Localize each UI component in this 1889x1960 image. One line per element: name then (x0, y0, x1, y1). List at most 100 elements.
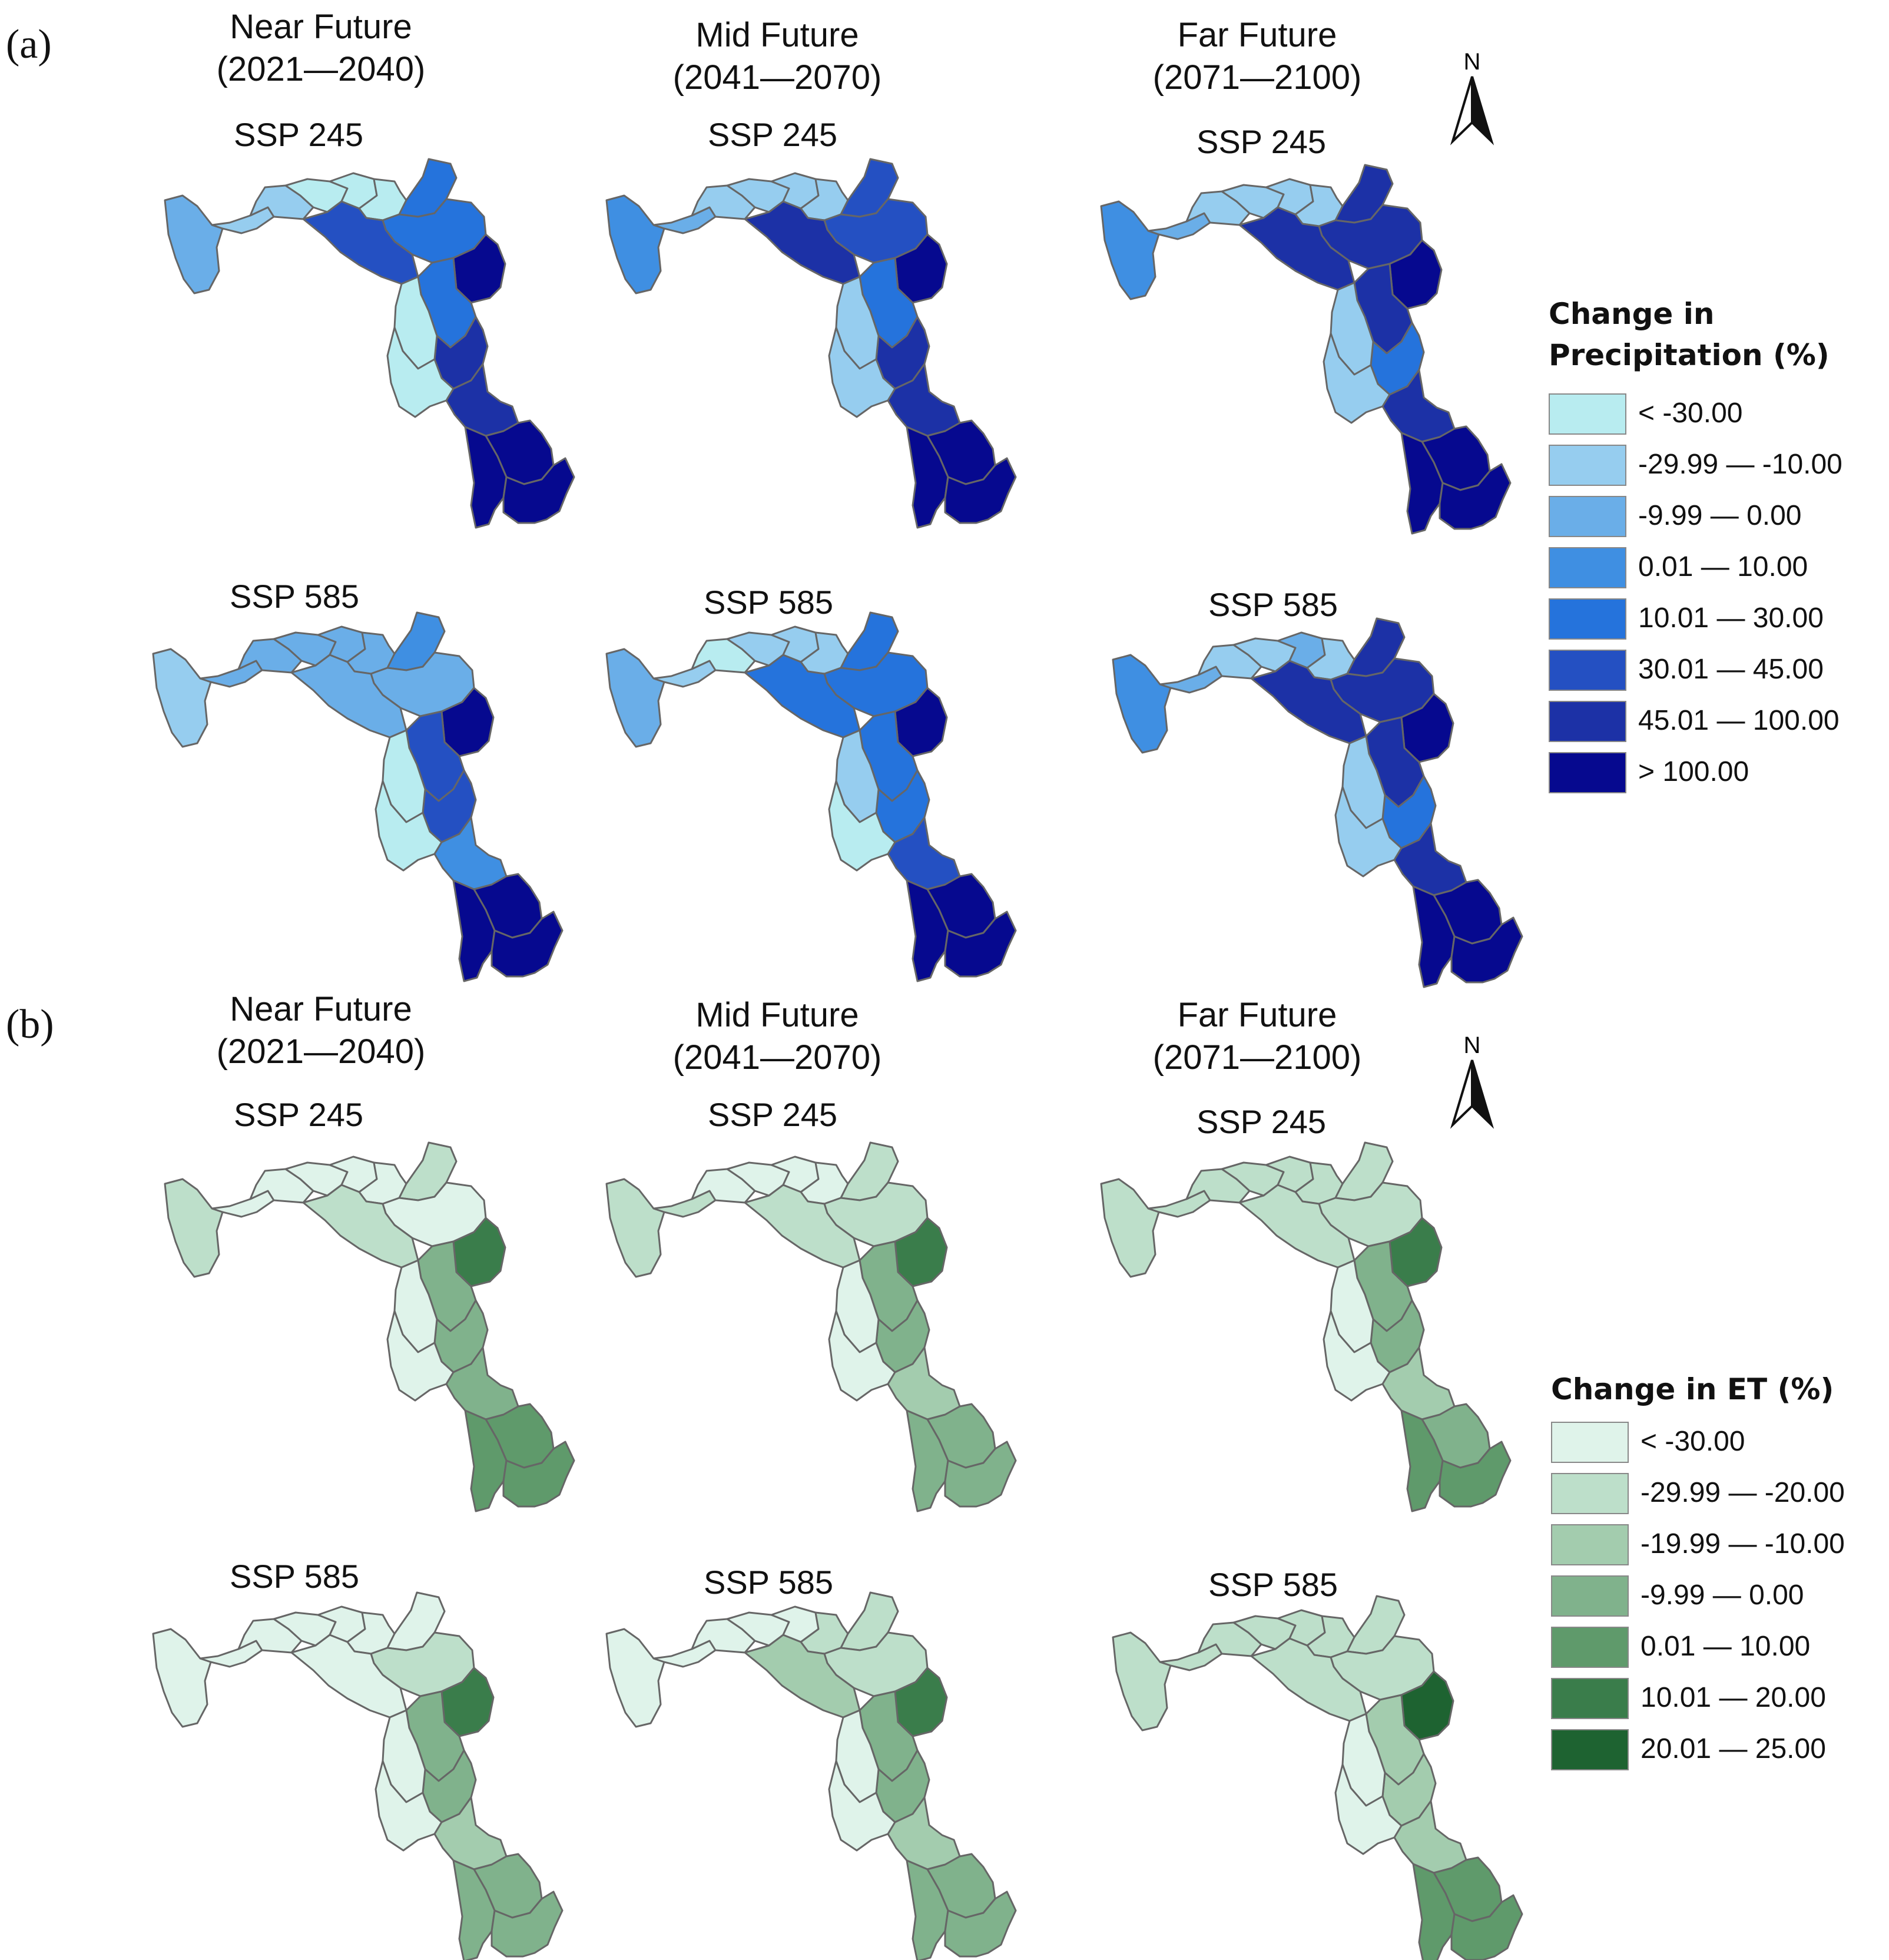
subbasin-region (1439, 463, 1512, 530)
period-heading-mid: Mid Future (2041—2070) (672, 996, 882, 1077)
precip-map-far-ssp585 (1089, 612, 1537, 988)
scenario-label: SSP 245 (1196, 1103, 1327, 1140)
legend-label: 0.01 — 10.00 (1638, 551, 1808, 582)
scenario-label: SSP 245 (233, 1096, 364, 1133)
legend-item: -29.99 — -10.00 (1549, 440, 1842, 491)
et-map-near-ssp585 (130, 1587, 577, 1960)
precip-map-mid-ssp245 (583, 153, 1030, 529)
legend-swatch (1551, 1524, 1629, 1565)
legend-item: 0.01 — 10.00 (1551, 1622, 1834, 1673)
legend-swatch (1549, 547, 1626, 588)
subbasin-region (1100, 1178, 1160, 1278)
subbasin-region (491, 911, 564, 978)
subbasin-region (944, 1441, 1017, 1508)
subbasin-region (744, 1634, 861, 1719)
legend-label: -29.99 — -20.00 (1641, 1477, 1845, 1508)
subbasin-region (944, 457, 1017, 524)
scenario-label: SSP 585 (229, 578, 360, 615)
legend-label: -29.99 — -10.00 (1638, 449, 1842, 480)
legend-swatch (1549, 701, 1626, 742)
scenario-label: SSP 245 (233, 116, 364, 153)
subbasin-region (164, 1178, 224, 1278)
subbasin-region (452, 1859, 496, 1960)
subbasin-region (944, 1891, 1017, 1958)
precip-map-mid-ssp585 (583, 607, 1030, 982)
legend-item: 10.01 — 20.00 (1551, 1673, 1834, 1724)
north-arrow-icon: N (1446, 1031, 1499, 1131)
legend-item: -9.99 — 0.00 (1549, 491, 1830, 542)
subbasin-region (1250, 1637, 1367, 1722)
legend-item: < -30.00 (1551, 1417, 1834, 1468)
et-legend: Change in ET (%) < -30.00 -29.99 — -20.00… (1551, 1369, 1845, 1776)
legend-label: 30.01 — 45.00 (1638, 654, 1824, 685)
legend-item: 45.01 — 100.00 (1549, 696, 1840, 747)
subbasin-region (491, 1891, 564, 1958)
subbasin-region (452, 879, 496, 982)
legend-items: < -30.00 -29.99 — -10.00 -9.99 — 0.00 0.01 … (1549, 389, 1842, 799)
legend-swatch (1549, 496, 1626, 537)
north-label: N (1464, 1032, 1481, 1058)
subbasin-region (1100, 200, 1160, 300)
subbasin-region (302, 1184, 419, 1269)
panel-label: (b) (6, 1002, 54, 1047)
subbasin-region (1400, 432, 1444, 535)
scenario-label: SSP 585 (703, 584, 834, 621)
subbasin-region (605, 194, 665, 294)
subbasin-region (464, 426, 508, 529)
period-heading-far: Far Future (2071—2100) (1152, 996, 1362, 1077)
subbasin-region (502, 457, 575, 524)
legend-swatch (1551, 1678, 1629, 1719)
north-arrow-icon: N (1446, 47, 1499, 147)
legend-swatch (1549, 598, 1626, 640)
legend-item: < -30.00 (1549, 389, 1830, 440)
subbasin-region (744, 200, 861, 285)
scenario-label: SSP 585 (703, 1564, 834, 1601)
legend-item: -19.99 — -10.00 (1551, 1519, 1845, 1571)
et-map-mid-ssp585 (583, 1587, 1030, 1960)
legend-item: -9.99 — 0.00 (1551, 1571, 1834, 1622)
period-heading-near: Near Future (2021—2040) (216, 8, 426, 88)
subbasin-region (906, 879, 949, 982)
legend-title: Precipitation (%) (1549, 338, 1830, 372)
legend-swatch (1549, 393, 1626, 435)
legend-label: 45.01 — 100.00 (1638, 705, 1840, 736)
subbasin-region (1450, 1894, 1523, 1960)
north-label: N (1464, 49, 1481, 75)
subbasin-region (906, 1859, 949, 1960)
subbasin-region (1112, 654, 1172, 754)
legend-label: -9.99 — 0.00 (1638, 500, 1802, 531)
scenario-label: SSP 245 (707, 1096, 838, 1133)
panel-a-precipitation: (a) Near Future (2021—2040) Mid Future (20… (6, 8, 1842, 988)
subbasin-region (1412, 1863, 1456, 1960)
legend-items: < -30.00 -29.99 — -20.00 -19.99 — -10.00 -9… (1551, 1417, 1845, 1776)
legend-title: Change in (1549, 297, 1715, 331)
legend-label: < -30.00 (1641, 1426, 1745, 1457)
subbasin-region (1250, 660, 1367, 744)
scenario-label: SSP 585 (229, 1558, 360, 1595)
legend-label: < -30.00 (1638, 398, 1743, 429)
subbasin-region (502, 1441, 575, 1508)
et-map-mid-ssp245 (583, 1137, 1030, 1512)
legend-title: Change in ET (%) (1551, 1372, 1834, 1406)
period-heading-far: Far Future (2071—2100) (1152, 16, 1362, 97)
panel-b-et: (b) Near Future (2021—2040) Mid Future (20… (0, 980, 1889, 1960)
subbasin-region (152, 1628, 212, 1728)
subbasin-region (944, 911, 1017, 978)
period-heading-near: Near Future (2021—2040) (216, 990, 426, 1071)
legend-item: 30.01 — 45.00 (1549, 645, 1830, 696)
legend-swatch (1551, 1575, 1629, 1617)
legend-item: > 100.00 (1549, 747, 1830, 799)
subbasin-region (290, 654, 407, 739)
legend-swatch (1551, 1729, 1629, 1770)
precip-map-near-ssp245 (141, 153, 589, 529)
legend-swatch (1549, 650, 1626, 691)
et-map-near-ssp245 (141, 1137, 589, 1512)
scenario-label: SSP 245 (707, 116, 838, 153)
subbasin-region (605, 1178, 665, 1278)
subbasin-region (164, 194, 224, 294)
legend-label: 10.01 — 20.00 (1641, 1682, 1826, 1713)
scenario-label: SSP 245 (1196, 123, 1327, 160)
subbasin-region (906, 1409, 949, 1512)
precip-map-far-ssp245 (1078, 159, 1525, 535)
legend-item: 10.01 — 30.00 (1549, 594, 1830, 645)
